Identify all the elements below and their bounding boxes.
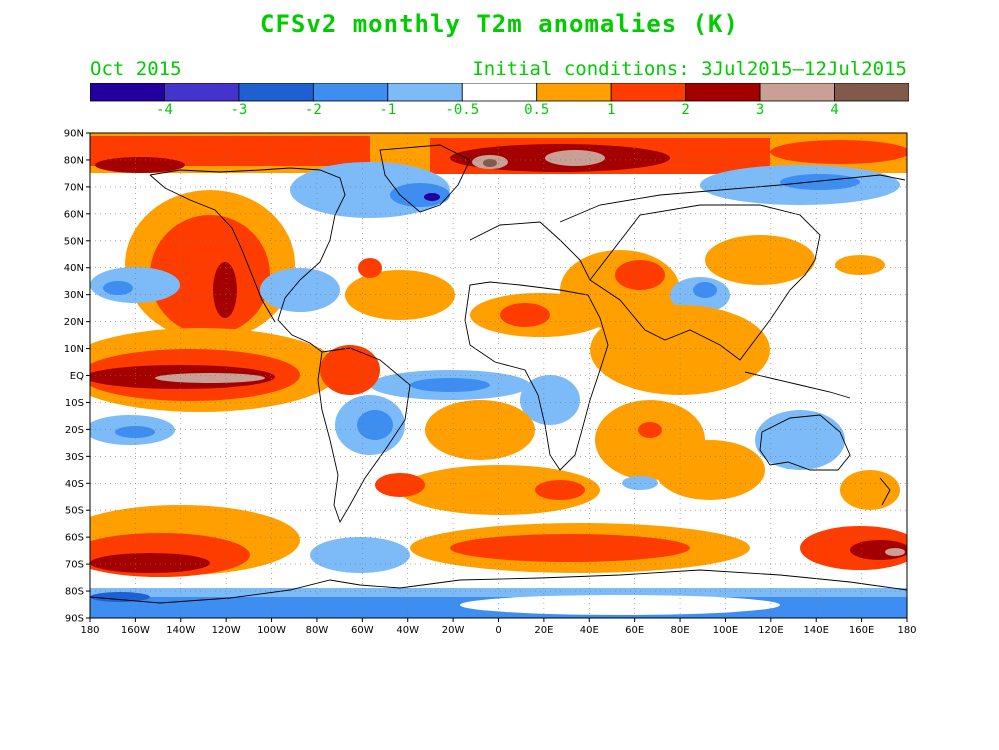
initial-conditions-label: Initial conditions: 3Jul2015–12Jul2015: [472, 58, 907, 80]
latitude-label: 40S: [65, 479, 84, 490]
longitude-label: 100E: [713, 625, 738, 636]
coastlines: [90, 144, 907, 604]
longitude-label: 100W: [257, 625, 286, 636]
longitude-label: 0: [495, 625, 501, 636]
longitude-label: 140E: [804, 625, 829, 636]
latitude-label: 60S: [65, 533, 84, 544]
latitude-label: 40N: [64, 263, 84, 274]
longitude-label: 160E: [849, 625, 874, 636]
longitude-label: 180: [80, 625, 99, 636]
grid-lines: [90, 133, 907, 618]
colorbar-tick-label: -0.5: [445, 102, 480, 118]
longitude-label: 20W: [442, 625, 465, 636]
axis-ticks: [86, 132, 908, 622]
latitude-label: EQ: [70, 371, 84, 382]
latitude-label: 30S: [65, 452, 84, 463]
latitude-labels: 90N 80N 70N 60N 50N 40N 30N 20N 10N EQ 10S 20S 30S 40…: [64, 129, 84, 625]
longitude-label: 60W: [351, 625, 374, 636]
latitude-label: 20N: [64, 317, 84, 328]
latitude-label: 50S: [65, 506, 84, 517]
colorbar-tick-label: -1: [379, 102, 397, 118]
latitude-label: 70N: [64, 182, 84, 193]
latitude-label: 10N: [64, 344, 84, 355]
map-title: CFSv2 monthly T2m anomalies (K): [260, 10, 739, 38]
latitude-label: 70S: [65, 560, 84, 571]
colorbar-tick-label: 4: [830, 102, 839, 118]
latitude-label: 90N: [64, 129, 84, 140]
latitude-label: 30N: [64, 290, 84, 301]
latitude-label: 60N: [64, 209, 84, 220]
colorbar-tick-labels: -4 -3 -2 -1 -0.5 0.5 1 2 3 4: [0, 102, 999, 122]
latitude-label: 90S: [65, 614, 84, 625]
longitude-labels: 180 160W 140W 120W 100W 80W 60W 40W 20W 0 20E 40E 60…: [80, 625, 916, 636]
longitude-label: 160W: [121, 625, 150, 636]
valid-month-label: Oct 2015: [90, 58, 182, 80]
colorbar-tick-label: -3: [230, 102, 248, 118]
colorbar-tick-label: -2: [304, 102, 322, 118]
colorbar-tick-label: 2: [681, 102, 690, 118]
longitude-label: 20E: [534, 625, 553, 636]
colorbar-tick-label: 3: [755, 102, 765, 118]
colorbar-tick-label: 0.5: [524, 102, 550, 118]
longitude-label: 180: [897, 625, 916, 636]
latitude-label: 50N: [64, 236, 84, 247]
longitude-label: 140W: [166, 625, 195, 636]
longitude-label: 80E: [671, 625, 690, 636]
longitude-label: 40W: [396, 625, 419, 636]
latitude-label: 20S: [65, 425, 84, 436]
colorbar-tick-label: 1: [606, 102, 616, 118]
latitude-label: 10S: [65, 398, 84, 409]
colorbar-tick-label: -4: [156, 102, 173, 118]
longitude-label: 120W: [212, 625, 241, 636]
longitude-label: 120E: [758, 625, 783, 636]
latitude-label: 80N: [64, 155, 84, 166]
longitude-label: 40E: [580, 625, 599, 636]
longitude-label: 60E: [625, 625, 644, 636]
colorbar: [90, 83, 909, 102]
latitude-label: 80S: [65, 587, 84, 598]
longitude-label: 80W: [306, 625, 329, 636]
